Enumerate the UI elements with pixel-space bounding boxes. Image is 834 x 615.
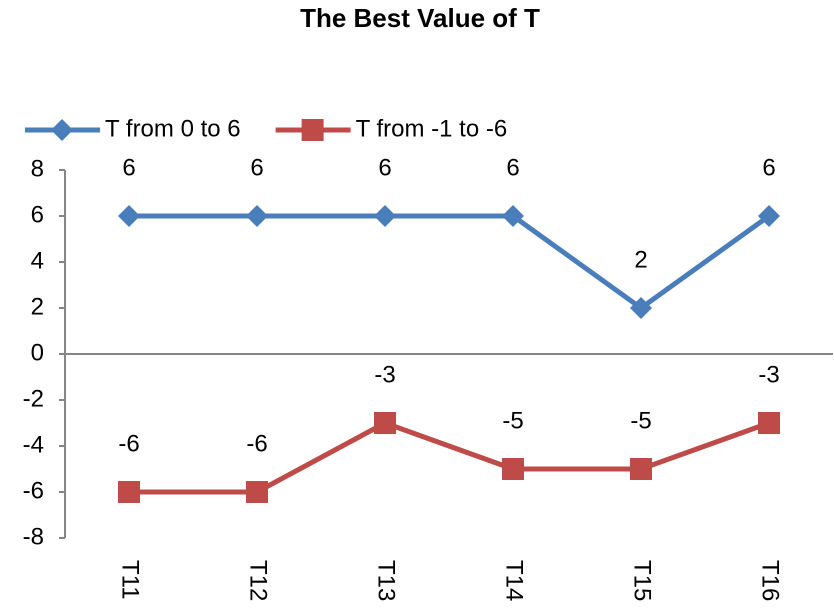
legend-marker <box>301 119 324 141</box>
x-tick-label: T12 <box>245 560 272 601</box>
chart-title: The Best Value of T <box>300 3 540 33</box>
data-label: -3 <box>374 361 395 388</box>
x-tick-label: T11 <box>117 560 144 600</box>
x-tick-label: T15 <box>629 560 656 601</box>
data-label: -5 <box>502 407 523 434</box>
data-label: 2 <box>634 246 647 273</box>
data-point <box>374 412 396 434</box>
y-tick-label: -6 <box>23 477 44 504</box>
legend-label: T from 0 to 6 <box>105 115 241 142</box>
data-point <box>758 412 780 434</box>
y-tick-label: -8 <box>23 523 44 550</box>
data-point <box>118 481 140 503</box>
data-point <box>246 205 268 227</box>
series-line <box>129 213 771 312</box>
data-label: 6 <box>250 154 263 181</box>
data-label: -5 <box>630 407 651 434</box>
data-label: 6 <box>378 154 391 181</box>
data-label: -6 <box>118 430 139 457</box>
data-label: 6 <box>762 154 775 181</box>
data-point <box>758 205 780 227</box>
x-tick-label: T13 <box>373 560 400 601</box>
data-point <box>630 297 652 319</box>
y-tick-label: -2 <box>23 385 44 412</box>
y-tick-label: 8 <box>31 155 44 182</box>
legend-label: T from -1 to -6 <box>356 115 508 142</box>
data-label: 6 <box>122 154 135 181</box>
data-point <box>502 205 524 227</box>
x-tick-label: T14 <box>501 560 528 601</box>
data-point <box>502 458 524 480</box>
y-tick-label: 4 <box>31 247 44 274</box>
data-point <box>246 481 268 503</box>
y-tick-label: -4 <box>23 431 44 458</box>
data-point <box>374 205 396 227</box>
data-point <box>630 458 652 480</box>
x-tick-label: T16 <box>757 560 784 601</box>
series-line <box>129 420 770 495</box>
y-tick-label: 2 <box>31 293 44 320</box>
y-tick-label: 0 <box>31 339 44 366</box>
data-point <box>118 205 140 227</box>
data-label: 6 <box>506 154 519 181</box>
legend-marker <box>51 119 73 141</box>
data-label: -3 <box>758 361 779 388</box>
y-tick-label: 6 <box>31 201 44 228</box>
data-label: -6 <box>246 430 267 457</box>
